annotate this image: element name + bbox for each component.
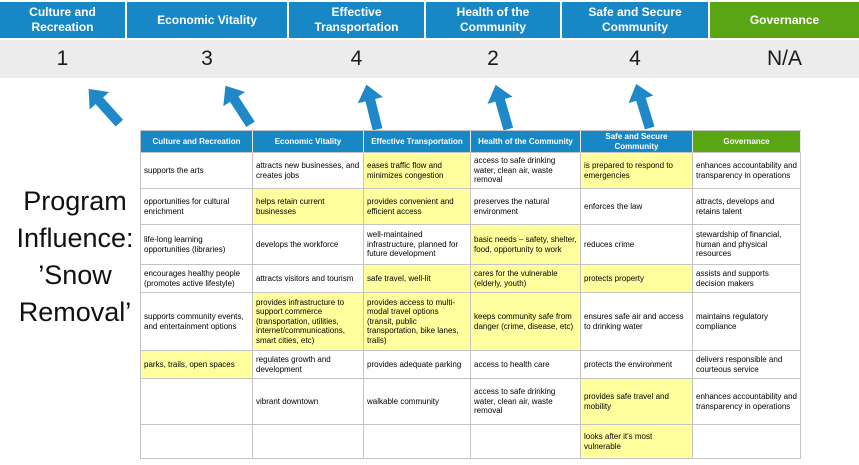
matrix-cell: supports community events, and entertain… [141,293,253,351]
matrix-cell: access to health care [471,351,581,379]
matrix-cell [253,425,364,459]
pillar-health-of-the-community: Health of the Community [426,2,560,38]
matrix-cell: keeps community safe from danger (crime,… [471,293,581,351]
matrix-cell: eases traffic flow and minimizes congest… [364,153,471,189]
pillar-economic-vitality: Economic Vitality [127,2,287,38]
program-title-line: ’Snow [38,259,112,290]
matrix-cell: provides convenient and efficient access [364,189,471,225]
matrix-cell: encourages healthy people (promotes acti… [141,265,253,293]
pillar-governance: Governance [710,2,859,38]
matrix-cell: preserves the natural environment [471,189,581,225]
matrix-cell: ensures safe air and access to drinking … [581,293,693,351]
matrix-header-effective-transportation: Effective Transportation [364,131,471,153]
pillar-header-row: Culture and Recreation Economic Vitality… [0,2,859,38]
matrix-cell: enforces the law [581,189,693,225]
score-economic-vitality: 3 [201,47,213,70]
matrix-cell: enhances accountability and transparency… [693,153,801,189]
matrix-cell: attracts new businesses, and creates job… [253,153,364,189]
matrix-cell [141,379,253,425]
matrix-cell: provides safe travel and mobility [581,379,693,425]
program-title-line: Influence: [16,222,134,253]
matrix-cell: is prepared to respond to emergencies [581,153,693,189]
score-culture-and-recreation: 1 [56,47,69,70]
matrix-cell [693,425,801,459]
pillar-effective-transportation: Effective Transportation [289,2,424,38]
up-arrow-icon [351,79,392,135]
pillar-culture-and-recreation: Culture and Recreation [0,2,125,38]
matrix-cell [471,425,581,459]
matrix-header-health-of-the-community: Health of the Community [471,131,581,153]
matrix-cell: well-maintained infrastructure, planned … [364,225,471,265]
matrix-cell: parks, trails, open spaces [141,351,253,379]
matrix-cell: looks after it's most vulnerable [581,425,693,459]
matrix-header-safe-and-secure-community: Safe and Secure Community [581,131,693,153]
matrix-cell: delivers responsible and courteous servi… [693,351,801,379]
matrix-cell: access to safe drinking water, clean air… [471,153,581,189]
influence-matrix: Culture and Recreation Economic Vitality… [140,130,801,459]
matrix-cell: provides access to multi-modal travel op… [364,293,471,351]
matrix-header-culture-and-recreation: Culture and Recreation [141,131,253,153]
matrix-cell: provides adequate parking [364,351,471,379]
score-safe-and-secure-community: 4 [629,47,641,70]
score-health-of-the-community: 2 [487,47,499,70]
matrix-cell: provides infrastructure to support comme… [253,293,364,351]
matrix-cell [141,425,253,459]
matrix-cell: reduces crime [581,225,693,265]
matrix-cell: enhances accountability and transparency… [693,379,801,425]
matrix-cell: helps retain current businesses [253,189,364,225]
matrix-cell: walkable community [364,379,471,425]
up-arrow-icon [621,78,664,135]
matrix-cell: protects property [581,265,693,293]
matrix-header-governance: Governance [693,131,801,153]
program-title-line: Program [23,186,127,216]
score-effective-transportation: 4 [350,47,363,70]
matrix-cell: supports the arts [141,153,253,189]
matrix-cell: maintains regulatory compliance [693,293,801,351]
program-title-line: Removal’ [18,296,132,327]
matrix-cell: access to safe drinking water, clean air… [471,379,581,425]
matrix-cell: assists and supports decision makers [693,265,801,293]
matrix-cell: cares for the vulnerable (elderly, youth… [471,265,581,293]
matrix-cell: safe travel, well-lit [364,265,471,293]
matrix-header-economic-vitality: Economic Vitality [253,131,364,153]
score-governance: N/A [766,47,802,70]
matrix-cell: regulates growth and development [253,351,364,379]
matrix-cell: vibrant downtown [253,379,364,425]
matrix-cell: opportunities for cultural enrichment [141,189,253,225]
matrix-cell: attracts, develops and retains talent [693,189,801,225]
program-influence-title: Program Influence: ’Snow Removal’ [0,183,150,331]
matrix-cell: stewardship of financial, human and phys… [693,225,801,265]
matrix-cell: life-long learning opportunities (librar… [141,225,253,265]
matrix-cell: basic needs – safety, shelter, food, opp… [471,225,581,265]
matrix-cell: attracts visitors and tourism [253,265,364,293]
up-arrow-icon [481,79,524,135]
up-arrow-icon [212,76,264,134]
matrix-cell [364,425,471,459]
score-row: 1 3 4 2 4 N/A [0,40,859,78]
matrix-cell: protects the environment [581,351,693,379]
pillar-safe-and-secure-community: Safe and Secure Community [562,2,708,38]
up-arrow-icon [76,77,132,134]
matrix-cell: develops the workforce [253,225,364,265]
